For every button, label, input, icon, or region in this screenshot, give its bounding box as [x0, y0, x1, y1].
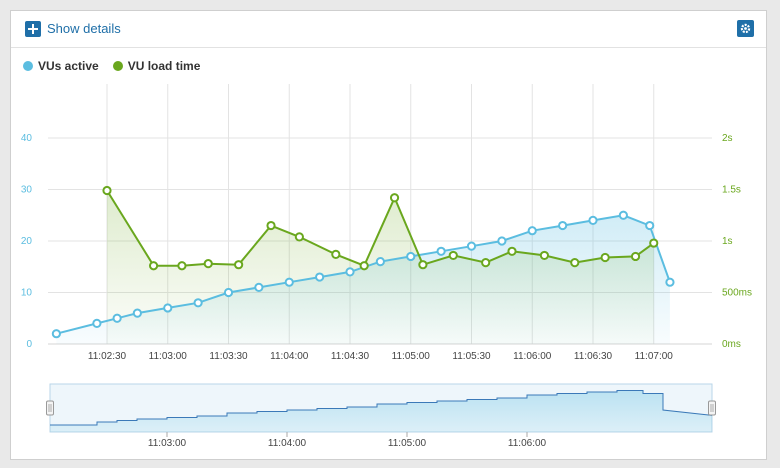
y-right-tick-label: 0ms	[722, 339, 741, 350]
y-left-tick-label: 20	[21, 236, 33, 247]
vus-active-point[interactable]	[375, 257, 385, 267]
vu-load-time-point[interactable]	[418, 260, 428, 270]
vus-active-point[interactable]	[163, 303, 173, 313]
y-right-tick-label: 2s	[722, 133, 733, 144]
legend-label: VUs active	[38, 59, 99, 73]
x-tick-label: 11:02:30	[88, 351, 127, 362]
navigator-tick-label: 11:06:00	[508, 438, 547, 449]
vu-load-time-point[interactable]	[389, 193, 400, 203]
vus-active-point[interactable]	[588, 215, 598, 225]
vu-load-time-point[interactable]	[294, 232, 304, 242]
vus-active-point[interactable]	[527, 226, 537, 236]
vu-load-time-point[interactable]	[177, 261, 187, 271]
vus-active-point[interactable]	[497, 236, 507, 246]
gear-icon[interactable]	[737, 20, 754, 37]
x-tick-label: 11:03:00	[149, 351, 188, 362]
legend-dot	[23, 61, 33, 71]
vu-load-time-point[interactable]	[148, 261, 159, 271]
legend-label: VU load time	[127, 59, 201, 73]
y-left-tick-label: 0	[26, 339, 32, 350]
vus-active-point[interactable]	[223, 287, 234, 298]
vus-active-point[interactable]	[254, 282, 264, 292]
vu-load-time-point[interactable]	[359, 261, 369, 271]
plus-icon[interactable]	[25, 21, 41, 37]
vus-active-point[interactable]	[436, 246, 446, 256]
x-tick-label: 11:04:30	[331, 351, 370, 362]
panel-header: Show details	[11, 11, 766, 48]
vus-active-point[interactable]	[466, 241, 477, 251]
navigator-area	[50, 390, 712, 432]
legend-item-vus-active[interactable]: VUs active	[23, 59, 99, 73]
vus-active-point[interactable]	[284, 277, 294, 287]
vu-load-time-point[interactable]	[331, 249, 341, 259]
y-left-tick-label: 40	[21, 133, 33, 144]
legend-item-vu-load-time[interactable]: VU load time	[112, 59, 201, 73]
vu-load-time-point[interactable]	[448, 250, 458, 261]
vus-active-point[interactable]	[558, 220, 568, 231]
navigator-line	[50, 390, 713, 426]
y-right-tick-label: 1.5s	[722, 185, 741, 196]
x-tick-label: 11:04:00	[270, 351, 309, 362]
x-tick-label: 11:05:00	[392, 351, 431, 362]
vu-load-time-point[interactable]	[266, 220, 276, 231]
navigator-handle-left[interactable]	[46, 400, 54, 416]
y-left-tick-label: 30	[21, 185, 33, 196]
vu-load-time-point[interactable]	[539, 250, 550, 261]
navigator-handle-right[interactable]	[708, 400, 716, 416]
show-details-link[interactable]: Show details	[47, 21, 121, 36]
vus-active-point[interactable]	[51, 329, 61, 339]
x-tick-label: 11:06:00	[513, 351, 552, 362]
navigator-tick-label: 11:03:00	[148, 438, 187, 449]
vu-load-time-point[interactable]	[570, 258, 580, 268]
vus-active-point[interactable]	[315, 272, 325, 282]
x-tick-label: 11:06:30	[574, 351, 613, 362]
vus-active-point[interactable]	[665, 277, 675, 287]
vu-load-time-point[interactable]	[600, 252, 610, 263]
legend-dot	[112, 61, 123, 71]
vu-load-time-point[interactable]	[507, 246, 517, 256]
y-right-tick-label: 500ms	[722, 288, 752, 299]
vus-active-point[interactable]	[345, 267, 355, 277]
vus-active-point[interactable]	[112, 313, 122, 323]
y-right-tick-label: 1s	[722, 236, 733, 247]
vu-load-time-area	[107, 190, 654, 344]
vus-active-point[interactable]	[618, 210, 628, 220]
vu-load-time-point[interactable]	[234, 260, 244, 270]
vus-active-point[interactable]	[406, 251, 416, 262]
vu-load-time-point[interactable]	[481, 258, 491, 268]
navigator-tick-label: 11:05:00	[388, 438, 427, 449]
y-left-tick-label: 10	[21, 288, 33, 299]
x-tick-label: 11:03:30	[209, 351, 248, 362]
legend: VUs active VU load time	[23, 59, 200, 73]
vu-load-time-point[interactable]	[649, 238, 659, 248]
vus-active-point[interactable]	[645, 220, 655, 231]
vu-load-time-point[interactable]	[102, 185, 112, 196]
navigator-tick-label: 11:04:00	[268, 438, 307, 449]
x-tick-label: 11:05:30	[452, 351, 491, 362]
vus-active-point[interactable]	[92, 318, 102, 328]
x-tick-label: 11:07:00	[635, 351, 674, 362]
vu-load-time-point[interactable]	[203, 259, 213, 269]
vu-load-time-point[interactable]	[630, 251, 641, 262]
vus-active-point[interactable]	[193, 298, 203, 308]
vus-active-point[interactable]	[132, 308, 142, 318]
